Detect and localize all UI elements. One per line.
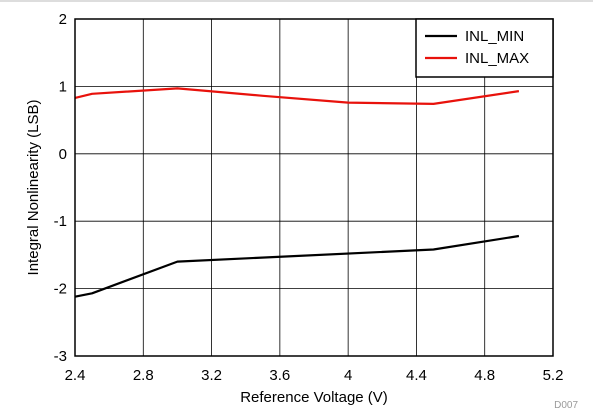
y-tick-label: 1 (59, 78, 67, 95)
grid (74, 18, 554, 357)
y-tick-label: -3 (54, 348, 67, 365)
legend-label: INL_MAX (465, 50, 529, 67)
y-tick-label: -1 (54, 213, 67, 230)
x-tick-label: 4.4 (406, 367, 427, 384)
plot-frame (74, 18, 554, 357)
series-lines (74, 87, 520, 298)
legend: INL_MIN INL_MAX (415, 18, 554, 78)
x-axis-title: Reference Voltage (V) (240, 389, 388, 406)
x-tick-label: 4.8 (474, 367, 495, 384)
legend-label: INL_MIN (465, 28, 524, 45)
figure-code: D007 (554, 400, 578, 409)
legend-box (415, 18, 554, 78)
y-axis-title: Integral Nonlinearity (LSB) (25, 100, 42, 276)
y-tick-label: -2 (54, 281, 67, 298)
x-tick-label: 4 (344, 367, 352, 384)
x-tick-label: 2.4 (65, 367, 86, 384)
x-tick-label: 3.6 (269, 367, 290, 384)
x-tick-label: 3.2 (201, 367, 222, 384)
y-axis-ticks: 2 1 0 -1 -2 -3 (54, 11, 67, 365)
x-tick-label: 2.8 (133, 367, 154, 384)
x-axis-ticks: 2.4 2.8 3.2 3.6 4 4.4 4.8 5.2 (65, 367, 564, 384)
series-line-inl-min (74, 234, 520, 298)
x-tick-label: 5.2 (543, 367, 564, 384)
series-line-inl-max (74, 87, 520, 106)
y-tick-label: 0 (59, 146, 67, 163)
y-tick-label: 2 (59, 11, 67, 28)
